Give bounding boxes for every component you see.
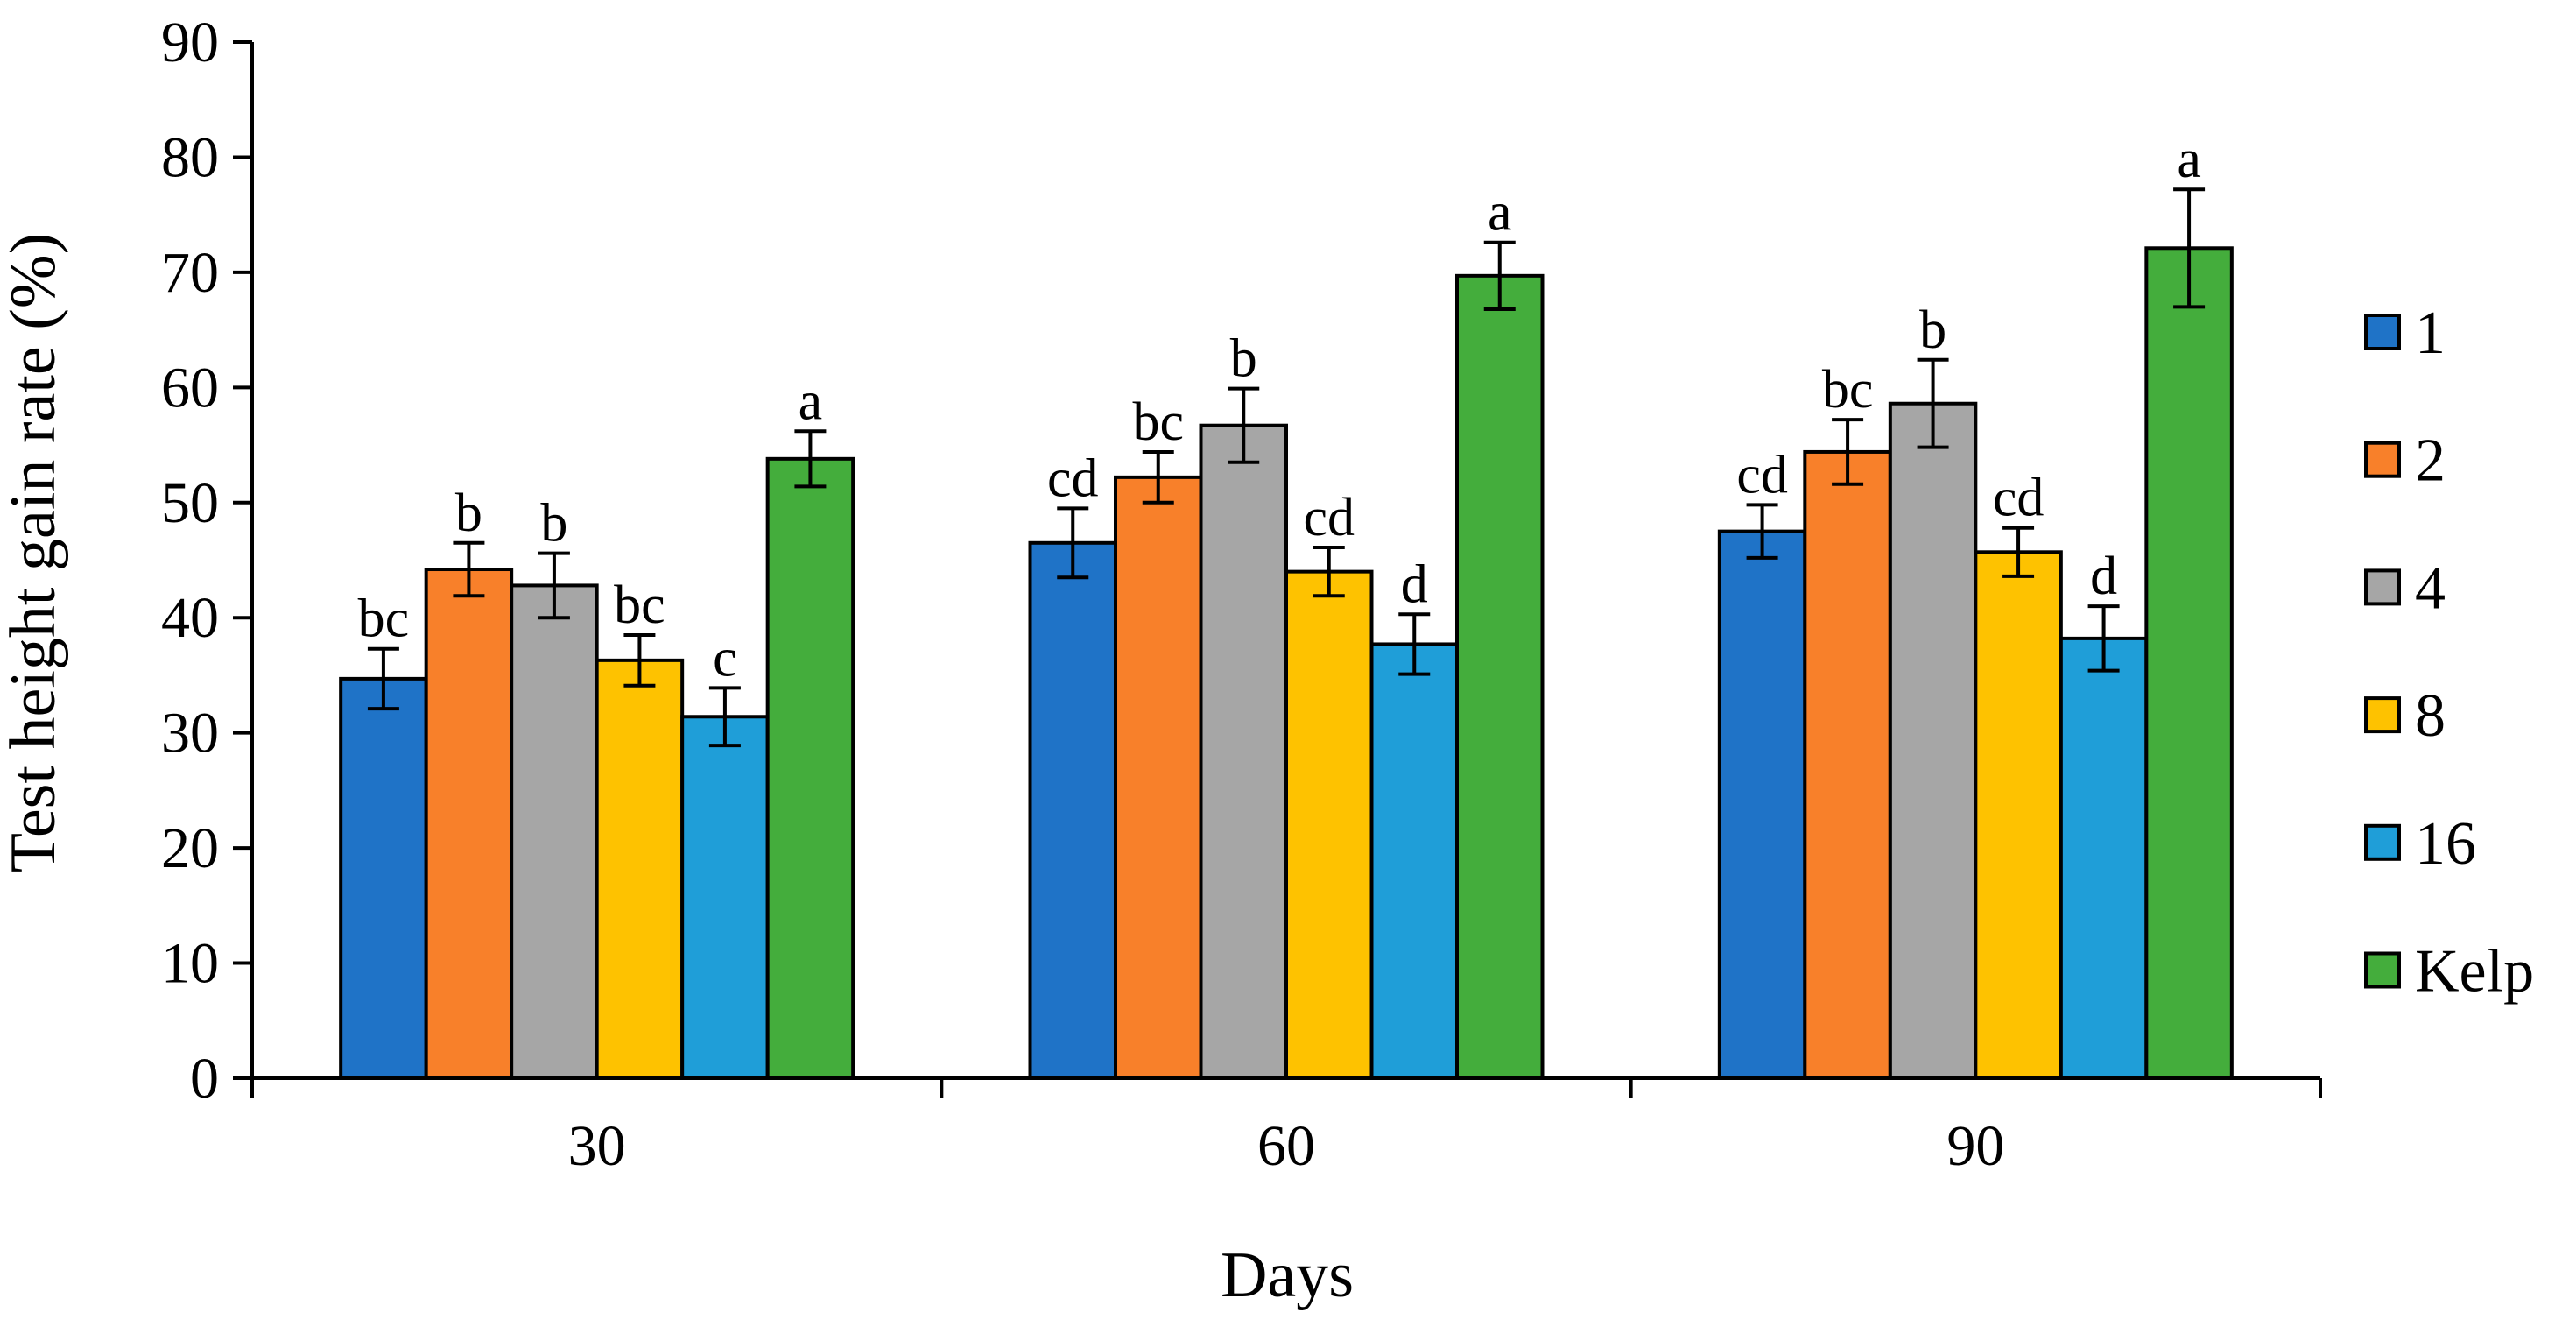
bar-1-day-30: [339, 676, 428, 1080]
y-tick-label: 40: [161, 586, 219, 650]
bar-2-day-90: [1803, 449, 1892, 1080]
legend-swatch-kelp: [2364, 951, 2401, 989]
y-tick-label: 0: [190, 1047, 219, 1111]
tick-labels-group: 0 10 20 30 40 50 60 70 80 90 30 60 90: [161, 11, 2004, 1178]
legend-swatch-1: [2364, 314, 2401, 350]
legend-swatch-2: [2364, 441, 2401, 478]
legend-swatch-4: [2364, 568, 2401, 606]
significance-label: d: [1401, 554, 1428, 614]
significance-label: bc: [614, 575, 665, 635]
significance-label: a: [1488, 183, 1512, 243]
bar-8-day-60: [1284, 569, 1374, 1080]
y-tick-label: 90: [161, 11, 219, 74]
significance-label: b: [540, 494, 567, 554]
significance-label: cd: [1993, 469, 2045, 528]
x-axis-title: Days: [1221, 1239, 1354, 1311]
significance-label: a: [2177, 130, 2201, 189]
significance-label: a: [799, 371, 823, 431]
x-tick-label: 60: [1257, 1114, 1315, 1178]
significance-label: b: [455, 483, 482, 543]
y-tick-label: 60: [161, 356, 219, 420]
legend-label-2: 2: [2415, 427, 2446, 495]
y-tick-label: 70: [161, 241, 219, 305]
bar-2-day-60: [1114, 475, 1203, 1080]
bar-4-day-60: [1199, 423, 1288, 1080]
legend-swatch-16: [2364, 823, 2401, 861]
bar-kelp-day-60: [1455, 273, 1545, 1080]
legend: 1 2 4 8 16 Kelp: [2364, 300, 2534, 1006]
significance-label: b: [1919, 300, 1946, 360]
legend-label-1: 1: [2415, 300, 2446, 367]
bar-4-day-90: [1888, 401, 1978, 1081]
bars-group: [339, 246, 2234, 1081]
legend-swatch-8: [2364, 696, 2401, 734]
bar-1-day-60: [1028, 540, 1117, 1080]
significance-label: c: [713, 628, 737, 688]
bar-2-day-30: [424, 568, 514, 1080]
legend-label-16: 16: [2415, 810, 2476, 878]
bar-1-day-90: [1717, 529, 1807, 1080]
bar-16-day-90: [2059, 636, 2149, 1080]
y-tick-label: 80: [161, 125, 219, 189]
legend-label-kelp: Kelp: [2415, 938, 2534, 1006]
x-tick-label: 30: [568, 1114, 626, 1178]
bar-16-day-60: [1369, 642, 1459, 1081]
significance-label: bc: [358, 589, 410, 649]
y-axis-title: Test height gain rate (%): [0, 233, 69, 872]
y-tick-label: 20: [161, 816, 219, 880]
bar-16-day-30: [680, 715, 770, 1081]
significance-label: bc: [1822, 360, 1874, 420]
y-tick-label: 30: [161, 702, 219, 766]
bar-8-day-30: [595, 658, 685, 1081]
significance-label: b: [1230, 329, 1257, 389]
y-tick-label: 50: [161, 471, 219, 535]
bar-kelp-day-30: [765, 456, 855, 1080]
significance-label: cd: [1303, 488, 1355, 547]
significance-label: bc: [1132, 392, 1184, 452]
x-tick-label: 90: [1946, 1114, 2004, 1178]
bar-8-day-90: [1974, 550, 2063, 1080]
error-bars-group: [367, 187, 2206, 748]
significance-label: cd: [1736, 445, 1788, 505]
bar-kelp-day-90: [2144, 246, 2234, 1080]
legend-label-4: 4: [2415, 554, 2446, 622]
bar-4-day-30: [510, 583, 599, 1080]
significance-label: d: [2090, 547, 2117, 606]
y-tick-label: 10: [161, 932, 219, 996]
legend-label-8: 8: [2415, 682, 2446, 750]
significance-label: cd: [1047, 448, 1099, 508]
